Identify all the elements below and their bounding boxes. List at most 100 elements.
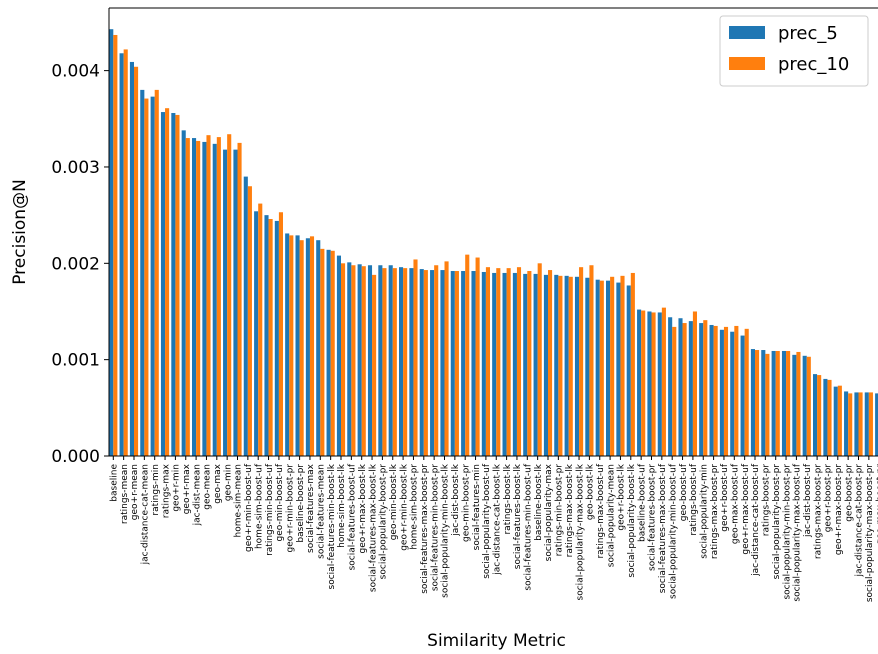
x-tick-label: geo+r-max-boost-lk bbox=[358, 463, 368, 553]
x-tick-label: jac-distance-cat-boost-lk bbox=[492, 463, 502, 576]
x-tick-label: geo+r-min-boost-uf bbox=[244, 463, 254, 552]
bar-prec-5-23 bbox=[347, 262, 352, 456]
x-tick-label: geo-max bbox=[213, 463, 223, 503]
x-tick-label: geo-mean bbox=[203, 464, 213, 510]
x-tick-label: social-popularity-min-boost-lk bbox=[441, 463, 451, 598]
bar-prec-5-52 bbox=[647, 311, 652, 456]
bar-prec-10-2 bbox=[134, 66, 139, 457]
bar-prec-5-14 bbox=[254, 211, 259, 456]
bar-prec-5-48 bbox=[606, 280, 611, 456]
bar-prec-10-10 bbox=[216, 137, 221, 456]
x-tick-label: social-popularity-min-boost-pr bbox=[782, 464, 792, 600]
bar-prec-5-73 bbox=[864, 392, 869, 456]
x-tick-label: social-popularity-boost-pr bbox=[379, 464, 389, 580]
bar-prec-5-33 bbox=[450, 271, 455, 456]
bar-prec-10-5 bbox=[165, 108, 170, 456]
bar-prec-5-66 bbox=[792, 354, 797, 456]
bar-prec-10-60 bbox=[734, 325, 739, 456]
x-tick-label: ratings-min bbox=[151, 464, 161, 516]
bar-prec-10-47 bbox=[599, 280, 604, 456]
x-tick-label: social-popularity-max bbox=[544, 463, 554, 561]
bar-prec-10-50 bbox=[630, 272, 635, 456]
x-tick-label: social-features-min-boost-uf bbox=[524, 463, 534, 590]
bar-prec-10-15 bbox=[268, 218, 273, 456]
bar-prec-5-72 bbox=[854, 392, 859, 456]
x-tick-label: social-features-boost-lk bbox=[513, 463, 523, 569]
x-axis-label: Similarity Metric bbox=[427, 631, 566, 651]
bars-layer bbox=[109, 29, 878, 457]
bar-prec-5-9 bbox=[202, 141, 207, 457]
bar-prec-5-2 bbox=[129, 61, 134, 456]
y-tick-label: 0.000 bbox=[51, 447, 100, 467]
bar-prec-5-3 bbox=[140, 89, 145, 456]
bar-prec-5-10 bbox=[212, 143, 217, 456]
x-tick-label: baseline-boost-pr bbox=[296, 464, 306, 543]
x-tick-label: ratings-max-boost-pr bbox=[813, 464, 823, 559]
x-axis: baseline ratings-mean geo+r-mean jac-distan… bbox=[110, 456, 878, 602]
bar-prec-5-63 bbox=[761, 350, 766, 456]
bar-prec-5-21 bbox=[326, 249, 331, 456]
bar-prec-10-55 bbox=[682, 323, 687, 456]
x-tick-label: social-features-max-boost-lk bbox=[368, 463, 378, 592]
bar-prec-10-27 bbox=[392, 268, 397, 456]
bar-prec-10-32 bbox=[444, 261, 449, 456]
x-tick-label: geo+r-max bbox=[182, 463, 192, 514]
bar-prec-10-42 bbox=[548, 270, 553, 456]
bar-prec-10-71 bbox=[848, 393, 853, 456]
x-tick-label: geo-max-boost-uf bbox=[731, 463, 741, 544]
bar-prec-5-69 bbox=[823, 378, 828, 456]
bar-prec-5-13 bbox=[243, 176, 248, 456]
bar-prec-10-35 bbox=[475, 257, 480, 456]
bar-prec-5-32 bbox=[440, 270, 445, 456]
bar-prec-10-20 bbox=[320, 248, 325, 456]
x-tick-label: geo+r-max-boost-uf bbox=[741, 463, 751, 554]
bar-prec-10-29 bbox=[413, 259, 418, 456]
legend-swatch-prec-10 bbox=[729, 57, 765, 70]
x-tick-label: geo-min-boost-uf bbox=[275, 463, 285, 541]
bar-prec-10-36 bbox=[485, 267, 490, 456]
x-tick-label: social-features-max-boost-pr bbox=[420, 464, 430, 594]
bar-prec-10-52 bbox=[651, 312, 656, 456]
x-tick-label: geo+r-min bbox=[172, 464, 182, 512]
bar-prec-10-8 bbox=[196, 140, 201, 456]
bar-prec-5-44 bbox=[564, 275, 569, 456]
bar-prec-10-66 bbox=[796, 351, 801, 456]
y-tick-label: 0.002 bbox=[51, 254, 100, 274]
bar-prec-5-37 bbox=[492, 272, 497, 456]
bar-prec-5-26 bbox=[378, 265, 383, 456]
bar-prec-10-17 bbox=[289, 235, 294, 456]
legend-label-prec-5: prec_5 bbox=[778, 23, 838, 44]
x-tick-label: home-sim-boost-uf bbox=[254, 463, 264, 549]
bar-prec-5-38 bbox=[502, 272, 507, 456]
bar-prec-10-13 bbox=[247, 186, 252, 457]
x-tick-label: ratings-max-boost-lk bbox=[565, 463, 575, 557]
bar-prec-10-67 bbox=[806, 356, 811, 456]
x-tick-label: baseline-boost-lk bbox=[534, 463, 544, 541]
x-tick-label: jac-distance-cat-mean bbox=[141, 464, 151, 565]
bar-prec-10-0 bbox=[113, 34, 118, 456]
bar-prec-10-40 bbox=[527, 271, 532, 456]
bar-prec-10-39 bbox=[516, 267, 522, 456]
bar-prec-5-40 bbox=[523, 273, 528, 456]
bar-prec-5-70 bbox=[833, 386, 838, 456]
bar-prec-5-39 bbox=[512, 272, 517, 456]
y-tick-label: 0.001 bbox=[51, 351, 100, 371]
x-tick-label: geo-boost-uf bbox=[679, 463, 689, 521]
bar-prec-5-18 bbox=[295, 235, 300, 456]
x-tick-label: social-popularity-min bbox=[699, 464, 709, 559]
bar-prec-10-68 bbox=[817, 375, 822, 456]
bar-prec-10-4 bbox=[154, 89, 159, 456]
bar-prec-5-42 bbox=[543, 274, 548, 456]
x-tick-label: jac-distance-cat-boost-uf bbox=[751, 463, 761, 577]
x-tick-label: geo-min-boost-pr bbox=[461, 464, 471, 542]
bar-prec-10-22 bbox=[341, 263, 346, 456]
legend: prec_5 prec_10 bbox=[719, 15, 869, 87]
x-tick-label: geo+r-boost-pr bbox=[824, 464, 834, 533]
bar-prec-5-49 bbox=[616, 282, 621, 456]
bar-prec-10-59 bbox=[723, 326, 729, 456]
bar-prec-5-59 bbox=[719, 329, 724, 456]
x-tick-label: social-popularity-boost-pr bbox=[772, 464, 782, 580]
x-tick-label: home-sim-mean bbox=[234, 464, 244, 538]
bar-prec-5-60 bbox=[730, 331, 735, 456]
bar-prec-5-62 bbox=[750, 349, 755, 456]
